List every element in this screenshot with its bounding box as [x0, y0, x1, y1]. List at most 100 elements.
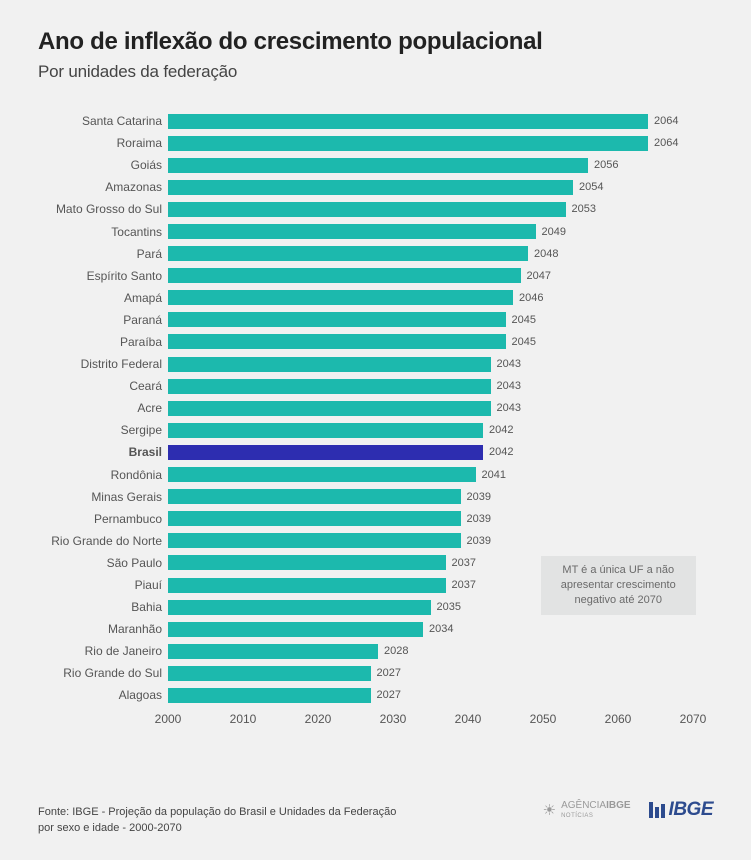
ibge-text: IBGE	[669, 799, 713, 821]
bar-row: Distrito Federal2043	[168, 353, 693, 375]
ibge-bars-icon	[649, 802, 665, 818]
bar	[168, 644, 378, 659]
x-tick: 2060	[605, 712, 632, 726]
bar-label: Santa Catarina	[37, 114, 162, 128]
bar	[168, 555, 446, 570]
bar-value: 2037	[452, 557, 476, 569]
bar-value: 2049	[542, 226, 566, 238]
bar-row: Mato Grosso do Sul2053	[168, 198, 693, 220]
bar-label: Minas Gerais	[37, 490, 162, 504]
ibge-logo: IBGE	[649, 799, 713, 821]
bar-label: Paraíba	[37, 335, 162, 349]
bar	[168, 401, 491, 416]
bar	[168, 423, 483, 438]
bar	[168, 445, 483, 460]
bar	[168, 467, 476, 482]
bar-label: Piauí	[37, 578, 162, 592]
bar	[168, 622, 423, 637]
bar-label: Pernambuco	[37, 512, 162, 526]
bar-row: Rio de Janeiro2028	[168, 640, 693, 662]
bar-label: Tocantins	[37, 225, 162, 239]
bar	[168, 202, 566, 217]
agencia-ibge-logo: ☀ AGÊNCIAIBGE NOTÍCIAS	[543, 801, 631, 820]
bar-value: 2039	[467, 513, 491, 525]
bar-label: Alagoas	[37, 688, 162, 702]
bar	[168, 158, 588, 173]
bar	[168, 578, 446, 593]
bar-value: 2034	[429, 623, 453, 635]
x-tick: 2000	[155, 712, 182, 726]
bar-value: 2064	[654, 115, 678, 127]
bar-value: 2042	[489, 446, 513, 458]
bar-value: 2027	[377, 689, 401, 701]
source-line2: por sexo e idade - 2000-2070	[38, 822, 182, 834]
bar-row: Rondônia2041	[168, 464, 693, 486]
bar-value: 2035	[437, 601, 461, 613]
bar	[168, 533, 461, 548]
bar-label: Rio Grande do Sul	[37, 666, 162, 680]
bar-label: Rio Grande do Norte	[37, 534, 162, 548]
bar-row: Ceará2043	[168, 375, 693, 397]
bar-chart: MT é a única UF a não apresentar crescim…	[38, 110, 713, 736]
bar-row: Paraíba2045	[168, 331, 693, 353]
bar	[168, 180, 573, 195]
bar-row: Piauí2037	[168, 574, 693, 596]
chart-title: Ano de inflexão do crescimento populacio…	[38, 28, 713, 56]
agencia-ibge-text: IBGE	[606, 800, 630, 811]
bar	[168, 334, 506, 349]
bar-row: Espírito Santo2047	[168, 265, 693, 287]
bar-row: Pernambuco2039	[168, 508, 693, 530]
x-tick: 2050	[530, 712, 557, 726]
bar-row: Rio Grande do Norte2039	[168, 530, 693, 552]
bar-label: Sergipe	[37, 423, 162, 437]
bar-row: Santa Catarina2064	[168, 110, 693, 132]
bar	[168, 666, 371, 681]
bar-row: Roraima2064	[168, 132, 693, 154]
bar-value: 2048	[534, 248, 558, 260]
bar-label: Roraima	[37, 136, 162, 150]
bar-label: Ceará	[37, 379, 162, 393]
bar-row: Bahia2035	[168, 596, 693, 618]
bar	[168, 489, 461, 504]
x-tick: 2070	[680, 712, 707, 726]
bar-label: Goiás	[37, 158, 162, 172]
bar-label: Amapá	[37, 291, 162, 305]
x-tick: 2040	[455, 712, 482, 726]
bar-row: Maranhão2034	[168, 618, 693, 640]
bar-value: 2045	[512, 314, 536, 326]
logos: ☀ AGÊNCIAIBGE NOTÍCIAS IBGE	[543, 799, 713, 821]
x-tick: 2010	[230, 712, 257, 726]
bar	[168, 688, 371, 703]
bar-label: Rondônia	[37, 468, 162, 482]
bar-value: 2039	[467, 535, 491, 547]
bar-label: Paraná	[37, 313, 162, 327]
bar-label: Amazonas	[37, 180, 162, 194]
bar	[168, 379, 491, 394]
bar-row: Minas Gerais2039	[168, 486, 693, 508]
bar	[168, 114, 648, 129]
bar-value: 2047	[527, 270, 551, 282]
bar-row: Tocantins2049	[168, 220, 693, 242]
bar-label: Acre	[37, 401, 162, 415]
bar	[168, 268, 521, 283]
bar-row: Acre2043	[168, 397, 693, 419]
bar	[168, 312, 506, 327]
bar	[168, 246, 528, 261]
bar-value: 2039	[467, 491, 491, 503]
bar-value: 2064	[654, 137, 678, 149]
bar-value: 2045	[512, 336, 536, 348]
bar-label: Pará	[37, 247, 162, 261]
x-tick: 2020	[305, 712, 332, 726]
bar-label: Espírito Santo	[37, 269, 162, 283]
bar-label: Rio de Janeiro	[37, 644, 162, 658]
x-tick: 2030	[380, 712, 407, 726]
bar-value: 2054	[579, 181, 603, 193]
bar-row: Brasil2042	[168, 441, 693, 463]
bar-row: Rio Grande do Sul2027	[168, 662, 693, 684]
bar-value: 2046	[519, 292, 543, 304]
bar	[168, 290, 513, 305]
bar	[168, 357, 491, 372]
bar	[168, 224, 536, 239]
plot-area: MT é a única UF a não apresentar crescim…	[168, 110, 693, 708]
bar-label: Mato Grosso do Sul	[37, 202, 162, 216]
